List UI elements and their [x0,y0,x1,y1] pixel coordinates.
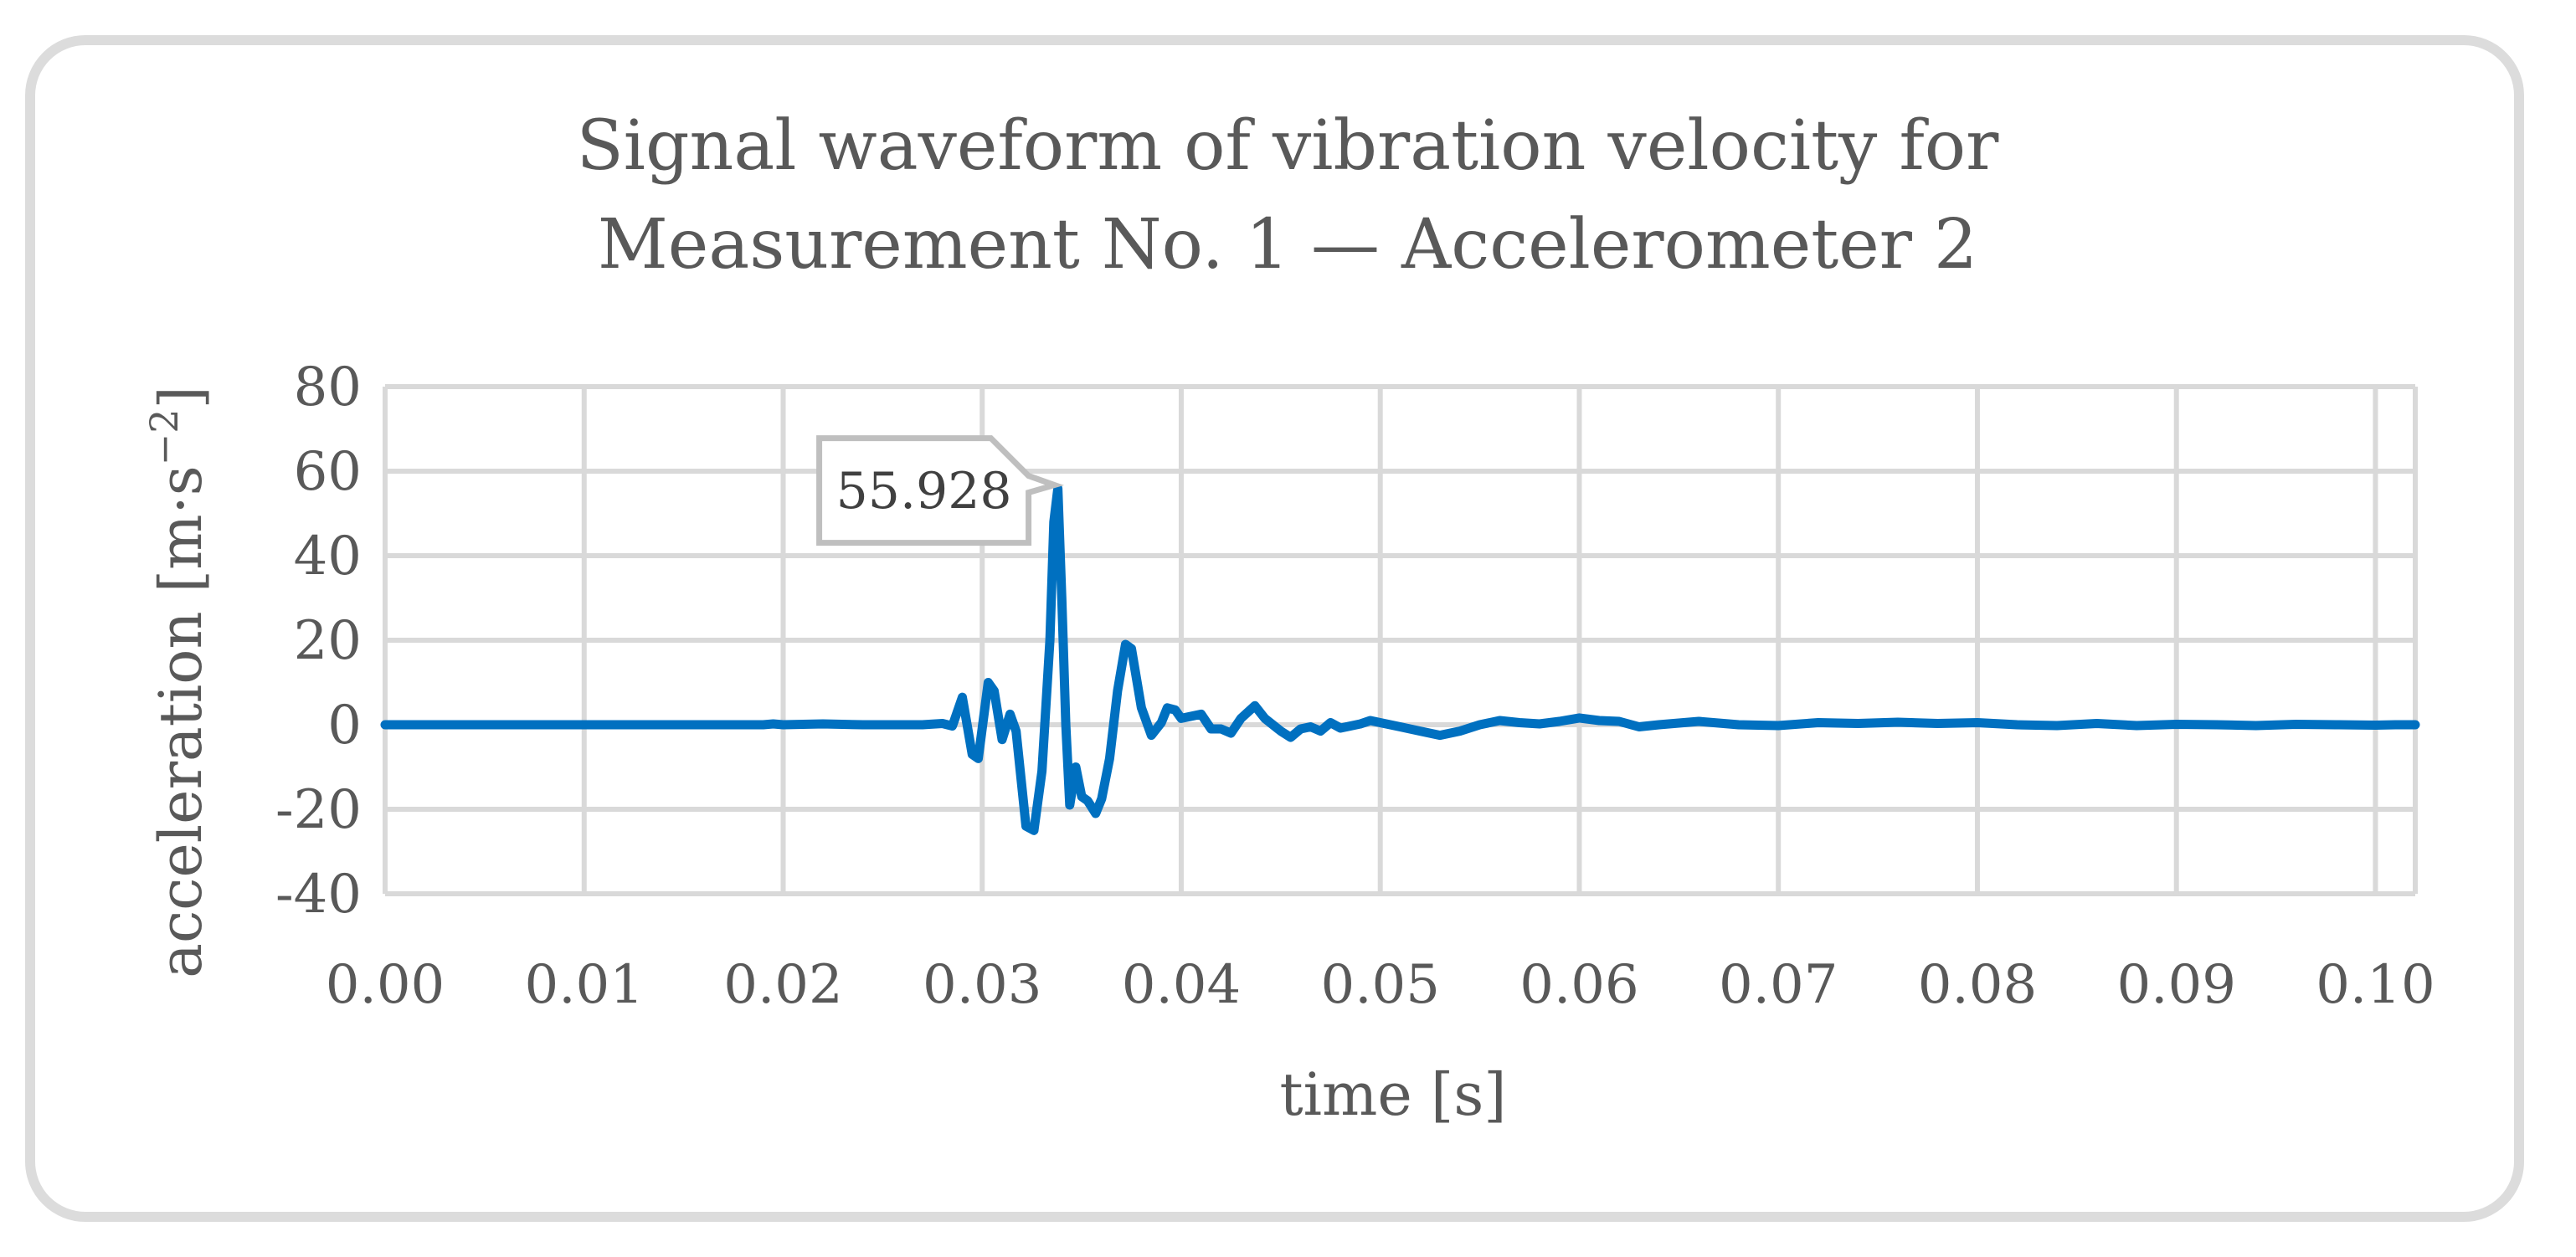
y-tick-label: 20 [294,610,362,672]
x-tick-label: 0.08 [1918,954,2038,1016]
x-tick-label: 0.04 [1122,954,1242,1016]
callout-label: 55.928 [836,462,1012,521]
x-tick-label: 0.01 [524,954,644,1016]
chart-title-line-1: Signal waveform of vibration velocity fo… [577,106,2000,186]
x-tick-label: 0.02 [723,954,843,1016]
y-tick-label: 0 [327,695,362,757]
x-tick-label: 0.03 [923,954,1042,1016]
gridlines [383,384,2418,896]
x-tick-label: 0.10 [2316,954,2435,1016]
callout-box [816,435,1064,546]
y-tick-label: 80 [294,357,362,418]
data-callout: 55.928 [816,435,1064,546]
y-tick-label: 60 [294,441,362,503]
y-tick-label: -20 [275,779,362,841]
y-axis-label-exponent: −2 [141,409,187,466]
x-tick-labels: 0.00 0.01 0.02 0.03 0.04 0.05 0.06 0.07 0.08 0.09… [326,954,2435,1016]
x-tick-label: 0.07 [1719,954,1838,1016]
series-line [380,484,2420,835]
y-tick-label: -40 [275,864,362,926]
chart-frame [25,35,2524,1222]
x-tick-label: 0.09 [2116,954,2236,1016]
chart-title-line-2: Measurement No. 1 — Accelerometer 2 [598,205,1977,285]
x-axis-label: time [s] [1279,1060,1506,1129]
y-axis-label: acceleration [m·s−2] [141,386,215,978]
y-axis-label-main: acceleration [m·s [147,465,215,977]
y-tick-labels: -40 -20 0 20 40 60 80 [275,357,362,926]
x-tick-label: 0.00 [326,954,445,1016]
y-tick-label: 40 [294,526,362,587]
y-axis-label-end: ] [147,386,215,408]
x-tick-label: 0.05 [1320,954,1440,1016]
x-tick-label: 0.06 [1519,954,1639,1016]
